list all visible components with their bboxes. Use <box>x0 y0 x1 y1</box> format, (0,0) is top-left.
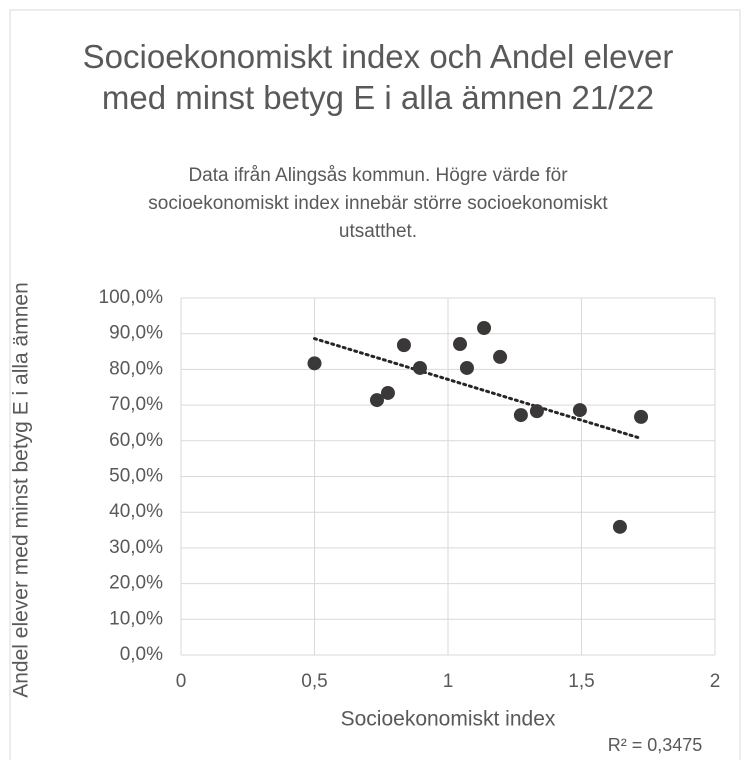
chart-border <box>9 9 741 760</box>
y-tick-label: 100,0% <box>99 287 164 308</box>
point <box>380 385 395 400</box>
point <box>396 338 411 353</box>
y-tick-label: 0,0% <box>120 644 163 665</box>
y-tick-label: 70,0% <box>109 394 163 415</box>
point <box>369 393 384 408</box>
r-squared: R² = 0,3475 <box>608 735 703 755</box>
y-tick-label: 90,0% <box>109 323 163 344</box>
x-tick-label: 1 <box>443 671 454 692</box>
point <box>634 409 649 424</box>
y-tick-label: 10,0% <box>109 608 163 629</box>
point <box>612 519 627 534</box>
y-tick-label: 40,0% <box>109 501 163 522</box>
y-axis-label: Andel elever med minst betyg E i alla äm… <box>10 282 33 698</box>
point <box>513 408 528 423</box>
point <box>453 337 468 352</box>
x-tick-label: 0,5 <box>301 671 327 692</box>
x-tick-label: 0 <box>176 671 187 692</box>
point <box>493 349 508 364</box>
trendline <box>313 337 643 440</box>
x-axis-label: Socioekonomiskt index <box>341 708 556 731</box>
point <box>459 360 474 375</box>
chart-subtitle: Data ifrån Alingsås kommun. Högre värde … <box>148 165 608 242</box>
y-tick-label: 80,0% <box>109 358 163 379</box>
point <box>477 320 492 335</box>
point <box>529 404 544 419</box>
chart-title: Socioekonomiskt index och Andel elever m… <box>82 38 674 116</box>
point <box>307 356 322 371</box>
x-tick-label: 1,5 <box>568 671 594 692</box>
y-tick-label: 50,0% <box>109 466 163 487</box>
y-tick-label: 60,0% <box>109 430 163 451</box>
y-tick-label: 30,0% <box>109 537 163 558</box>
point <box>412 360 427 375</box>
x-tick-label: 2 <box>710 671 721 692</box>
y-tick-label: 20,0% <box>109 573 163 594</box>
point <box>572 403 587 418</box>
